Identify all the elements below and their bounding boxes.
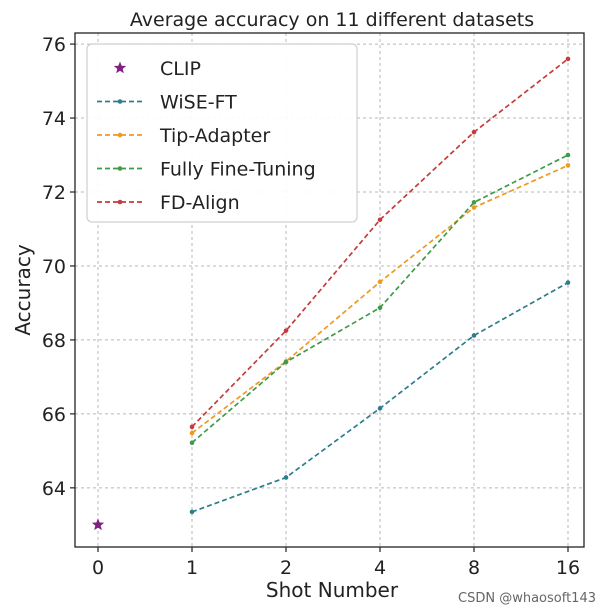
fully-fine-tuning-point [283,359,289,365]
tip-adapter-point [377,279,383,285]
legend-label-fully-fine-tuning: Fully Fine-Tuning [160,159,316,181]
x-tick-label: 0 [92,557,104,579]
tip-adapter-point [471,205,477,210]
legend-box [86,43,358,223]
x-axis-label: Shot Number [266,578,399,602]
clip-point [91,518,105,531]
y-tick-label: 64 [42,478,66,500]
fd-align-point [565,56,571,62]
fully-fine-tuning-point [471,200,477,205]
chart-title: Average accuracy on 11 different dataset… [130,9,534,31]
x-tick-label: 16 [556,557,580,579]
legend-label-wise-ft: WiSE-FT [160,92,237,114]
legend-marker-fd-align [117,199,123,205]
legend-label-fd-align: FD-Align [160,192,240,214]
tip-adapter-point [189,430,195,436]
y-tick-label: 72 [42,182,66,204]
legend-marker-tip-adapter [117,132,123,138]
wise-ft-point [471,333,477,338]
wise-ft-point [377,406,383,411]
fully-fine-tuning-point [565,152,571,158]
x-tick-label: 8 [468,557,480,579]
wise-ft-point [189,509,195,515]
wise-ft-point [283,475,289,480]
fully-fine-tuning-point [189,440,195,446]
fd-align-point [189,424,195,430]
series-lines [91,56,571,531]
watermark: CSDN @whaosoft143 [458,591,596,606]
legend-marker-fully-fine-tuning [117,166,123,171]
y-tick-label: 74 [42,108,66,130]
x-tick-label: 2 [280,557,292,579]
plot-frame [74,32,585,548]
y-tick-label: 66 [42,404,66,426]
x-tick-label: 4 [374,557,386,579]
legend-marker-wise-ft [117,99,123,104]
y-tick-label: 76 [42,34,66,56]
axis-ticks: 0 1 2 4 8 16 64 66 68 70 72 74 76 [42,34,580,579]
wise-ft-point [565,280,571,285]
legend-label-clip: CLIP [160,58,201,80]
x-tick-label: 1 [186,557,198,579]
fd-align-point [377,217,383,223]
legend-marker-clip [113,61,127,74]
y-tick-label: 70 [42,256,66,278]
fd-align-point [471,129,477,135]
legend: CLIP WiSE-FT Tip-Adapter Fully Fine-Tuning F… [86,43,358,223]
fd-align-line [191,58,569,428]
legend-label-tip-adapter: Tip-Adapter [159,125,270,147]
tip-adapter-point [565,163,571,168]
y-tick-label: 68 [42,330,66,352]
y-axis-label: Accuracy [11,244,35,335]
fully-fine-tuning-point [377,305,383,311]
fd-align-point [283,328,289,333]
